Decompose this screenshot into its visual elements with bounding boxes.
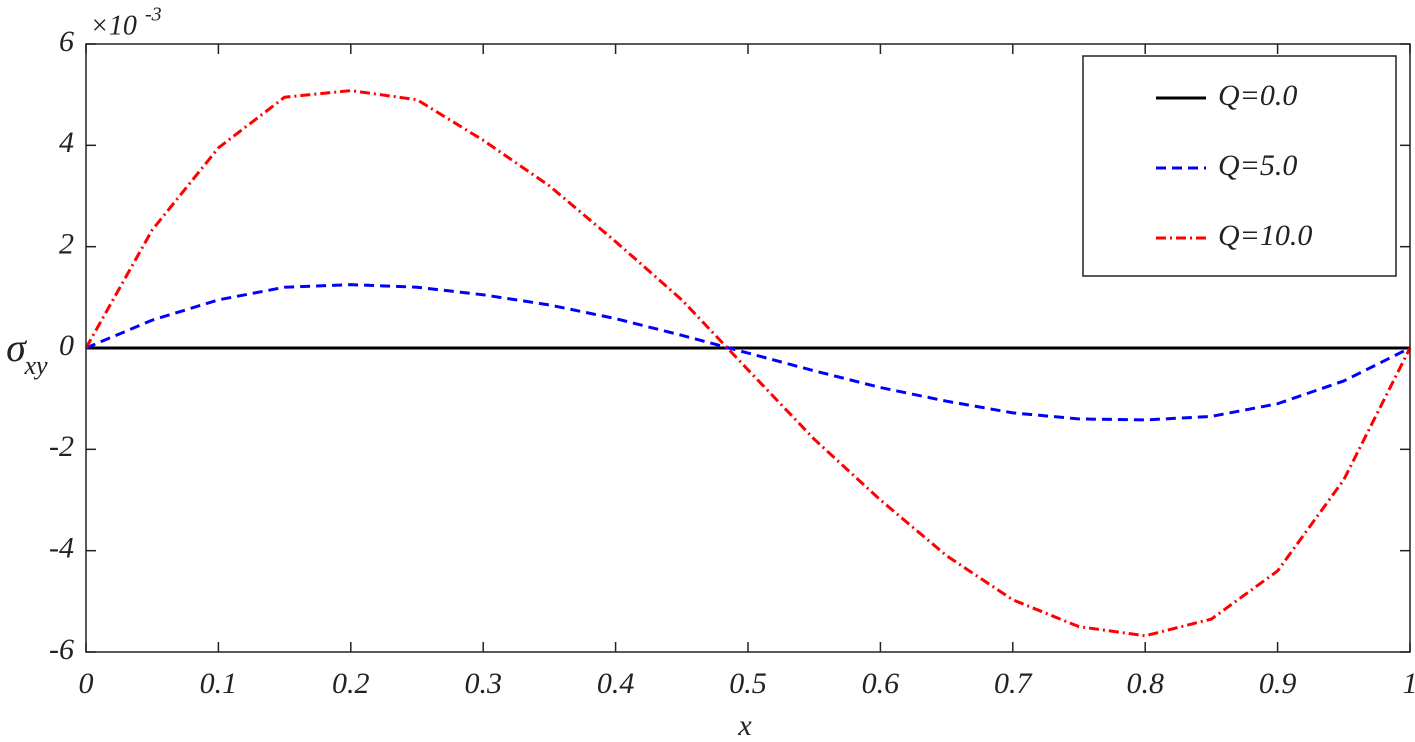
axis-multiplier: ×10 xyxy=(90,10,137,41)
x-tick-label: 1 xyxy=(1403,667,1415,700)
series-line xyxy=(85,283,1411,422)
x-axis-label: x xyxy=(737,709,752,742)
y-tick-label: -4 xyxy=(49,532,74,565)
y-axis-label: σ xyxy=(6,325,27,370)
x-tick-label: 0.8 xyxy=(1126,667,1164,700)
y-tick-label: 0 xyxy=(59,329,74,362)
y-tick-label: -2 xyxy=(49,430,74,463)
legend-box xyxy=(1082,55,1397,277)
legend-label: Q=10.0 xyxy=(1218,219,1312,252)
y-tick-label: 2 xyxy=(59,228,74,261)
axis-multiplier-exponent: -3 xyxy=(145,4,162,26)
x-tick-label: 0 xyxy=(79,667,94,700)
y-tick-label: -6 xyxy=(49,633,74,666)
legend-label: Q=5.0 xyxy=(1218,149,1297,182)
x-tick-label: 0.5 xyxy=(729,667,767,700)
y-tick-label: 4 xyxy=(59,126,74,159)
y-axis-label-subscript: xy xyxy=(23,351,48,380)
y-tick-label: 6 xyxy=(59,25,74,58)
x-tick-label: 0.7 xyxy=(994,667,1034,700)
x-tick-label: 0.6 xyxy=(862,667,900,700)
plot-frame xyxy=(85,43,1411,653)
x-tick-label: 0.3 xyxy=(464,667,502,700)
x-tick-label: 0.4 xyxy=(597,667,635,700)
x-tick-label: 0.1 xyxy=(200,667,238,700)
x-tick-label: 0.2 xyxy=(332,667,370,700)
series-line xyxy=(84,89,1412,638)
legend-label: Q=0.0 xyxy=(1218,79,1297,112)
x-tick-label: 0.9 xyxy=(1259,667,1297,700)
